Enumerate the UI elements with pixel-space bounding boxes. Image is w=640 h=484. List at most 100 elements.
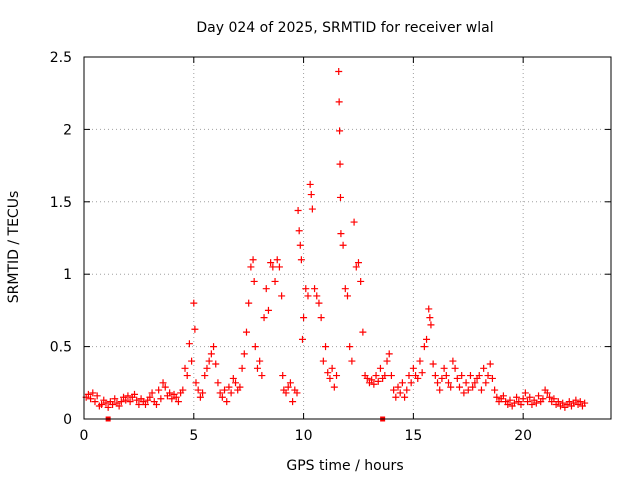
data-point xyxy=(188,357,196,365)
data-point xyxy=(256,357,264,365)
data-point xyxy=(336,193,344,201)
data-point xyxy=(438,374,446,382)
data-point xyxy=(418,369,426,377)
data-point xyxy=(223,398,231,406)
chart-title: Day 024 of 2025, SRMTID for receiver wla… xyxy=(196,20,493,36)
data-point xyxy=(383,357,391,365)
data-point xyxy=(390,386,398,394)
data-point xyxy=(183,372,191,380)
data-point xyxy=(335,67,343,75)
data-point xyxy=(302,285,310,293)
data-point xyxy=(146,393,154,401)
data-point xyxy=(238,364,246,372)
data-point xyxy=(431,372,439,380)
data-point xyxy=(104,403,112,411)
data-point xyxy=(250,277,258,285)
data-point xyxy=(335,98,343,106)
data-point xyxy=(133,396,141,404)
data-point xyxy=(313,292,321,300)
data-point xyxy=(293,389,301,397)
data-point xyxy=(322,343,330,351)
data-point xyxy=(370,380,378,388)
data-point xyxy=(491,386,499,394)
data-point xyxy=(572,396,580,404)
data-point xyxy=(453,374,461,382)
data-point xyxy=(372,372,380,380)
data-point xyxy=(317,314,325,322)
data-point xyxy=(174,398,182,406)
y-tick-label: 1 xyxy=(63,267,72,283)
data-point xyxy=(84,390,92,398)
data-point xyxy=(462,379,470,387)
data-point xyxy=(135,401,143,409)
data-point xyxy=(311,285,319,293)
data-point xyxy=(315,299,323,307)
data-point xyxy=(115,402,123,410)
data-point xyxy=(445,379,453,387)
data-point xyxy=(426,314,434,322)
data-point xyxy=(484,372,492,380)
data-point xyxy=(471,379,479,387)
data-point xyxy=(282,389,290,397)
data-point xyxy=(376,364,384,372)
data-point xyxy=(161,383,169,391)
data-point xyxy=(192,379,200,387)
data-point xyxy=(455,383,463,391)
data-point xyxy=(526,393,534,401)
data-point xyxy=(181,364,189,372)
data-point xyxy=(460,389,468,397)
data-point xyxy=(436,386,444,394)
data-point xyxy=(297,256,305,264)
data-point xyxy=(363,374,371,382)
data-point xyxy=(330,383,338,391)
data-point xyxy=(416,357,424,365)
data-point xyxy=(504,401,512,409)
data-point xyxy=(576,398,584,406)
data-point xyxy=(307,191,315,199)
data-point xyxy=(300,314,308,322)
data-point xyxy=(199,389,207,397)
data-point xyxy=(247,263,255,271)
data-point xyxy=(267,259,275,267)
data-point xyxy=(236,383,244,391)
y-axis-label: SRMTID / TECUs xyxy=(6,191,22,304)
data-point xyxy=(203,364,211,372)
data-point xyxy=(148,389,156,397)
data-point xyxy=(475,372,483,380)
data-point xyxy=(447,383,455,391)
data-point xyxy=(425,305,433,313)
data-point xyxy=(464,386,472,394)
data-point xyxy=(394,383,402,391)
data-point xyxy=(152,401,160,409)
data-point xyxy=(242,328,250,336)
data-point xyxy=(368,376,376,384)
data-points xyxy=(82,67,589,422)
data-point xyxy=(141,401,149,409)
data-point xyxy=(214,379,222,387)
data-point xyxy=(451,364,459,372)
data-point xyxy=(251,343,259,351)
data-point xyxy=(111,395,119,403)
data-point xyxy=(205,357,213,365)
data-point xyxy=(486,360,494,368)
data-point xyxy=(278,292,286,300)
data-point xyxy=(341,285,349,293)
x-axis-label: GPS time / hours xyxy=(286,458,403,474)
data-point xyxy=(524,398,532,406)
data-point xyxy=(279,372,287,380)
data-point xyxy=(207,350,215,358)
data-point xyxy=(493,393,501,401)
data-point xyxy=(109,401,117,409)
x-tick-label: 10 xyxy=(295,428,313,444)
data-point xyxy=(543,389,551,397)
data-point xyxy=(196,393,204,401)
data-point xyxy=(359,328,367,336)
data-point xyxy=(117,398,125,406)
data-point xyxy=(249,256,257,264)
data-point xyxy=(98,401,106,409)
data-point xyxy=(398,379,406,387)
data-point xyxy=(155,386,163,394)
data-point xyxy=(304,292,312,300)
data-point xyxy=(535,392,543,400)
